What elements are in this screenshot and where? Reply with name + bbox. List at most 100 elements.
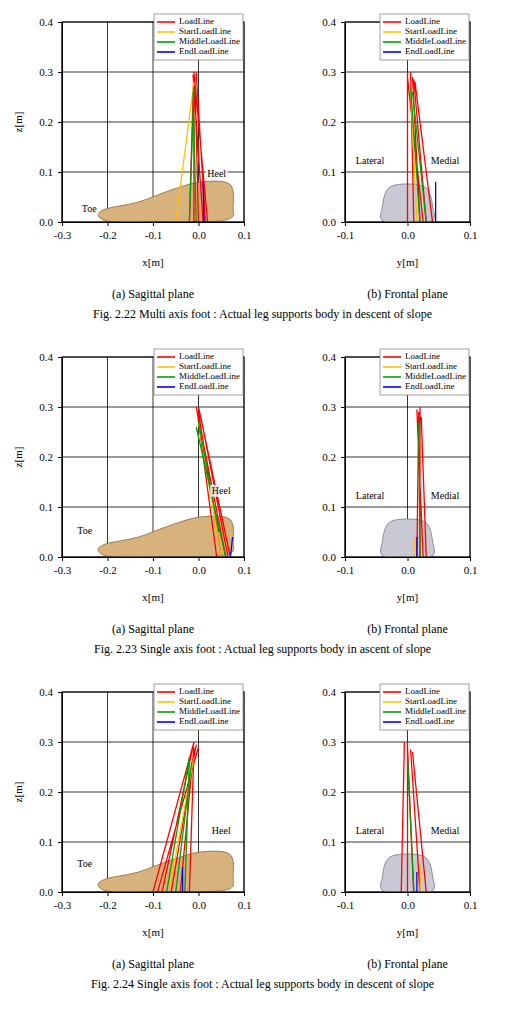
- y-tick-label: 0.0: [39, 886, 53, 898]
- y-tick-label: 0.1: [39, 501, 53, 513]
- x-tick-mark: [244, 222, 245, 226]
- y-axis-line: [58, 693, 63, 893]
- legend-swatch: [157, 356, 175, 358]
- y-tick-mark: [58, 742, 62, 743]
- y-tick-label: 0.0: [322, 216, 336, 228]
- x-tick-label: -0.1: [337, 899, 354, 911]
- legend: LoadLineStartLoadLineMiddleLoadLineEndLo…: [380, 349, 469, 395]
- y-tick: 0.0: [39, 216, 62, 228]
- legend-swatch: [383, 386, 401, 388]
- y-tick-label: 0.2: [322, 451, 336, 463]
- y-tick-mark: [58, 692, 62, 693]
- x-tick: -0.3: [54, 222, 72, 241]
- x-tick: 0.0: [192, 892, 206, 911]
- legend-label: MiddleLoadLine: [405, 706, 466, 716]
- annotation-patch: [429, 490, 461, 502]
- annotation-patch: [354, 155, 386, 167]
- x-axis-title: x[m]: [142, 256, 163, 268]
- annotation-patch: [206, 167, 228, 179]
- annotation: Lateral: [354, 155, 386, 167]
- legend: LoadLineStartLoadLineMiddleLoadLineEndLo…: [380, 14, 469, 60]
- load-line: [417, 407, 426, 557]
- y-tick: 0.3: [39, 736, 62, 748]
- y-tick-label: 0.3: [322, 401, 336, 413]
- y-tick-label: 0.3: [322, 66, 336, 78]
- y-tick: 0.3: [322, 66, 345, 78]
- x-tick-label: 0.0: [192, 899, 206, 911]
- load-line: [153, 742, 199, 892]
- y-axis-line: [58, 358, 63, 558]
- x-tick-label: -0.1: [337, 229, 354, 241]
- x-tick-mark: [108, 892, 109, 896]
- y-tick: 0.0: [39, 886, 62, 898]
- plot-background: [345, 692, 470, 892]
- legend-label: LoadLine: [179, 16, 214, 26]
- x-tick-label: 0.0: [192, 564, 206, 576]
- x-axis: -0.10.00.1: [337, 222, 478, 241]
- panel-caption: (b) Frontal plane: [367, 287, 448, 301]
- plot-frame: [345, 692, 470, 892]
- x-axis-line: [346, 893, 471, 897]
- annotation-text: Medial: [431, 155, 460, 166]
- x-axis-title: y[m]: [397, 591, 418, 603]
- y-tick: 0.1: [39, 166, 62, 178]
- y-tick-mark: [58, 407, 62, 408]
- y-tick-label: 0.1: [322, 836, 336, 848]
- x-tick-label: 0.1: [238, 229, 252, 241]
- grid-line: [62, 457, 244, 458]
- y-tick: 0.2: [322, 116, 345, 128]
- x-axis: -0.3-0.2-0.10.00.1: [54, 557, 252, 576]
- legend-swatch: [383, 51, 401, 53]
- y-axis: 0.00.10.20.30.4: [39, 16, 62, 228]
- legend-label: EndLoadLine: [405, 46, 454, 56]
- x-tick: 0.0: [192, 222, 206, 241]
- y-tick: 0.4: [39, 686, 62, 698]
- y-tick-label: 0.1: [39, 166, 53, 178]
- x-tick: 0.0: [401, 892, 415, 911]
- y-tick-mark: [341, 172, 345, 173]
- y-axis-title: z[m]: [12, 447, 24, 468]
- x-tick-mark: [470, 892, 471, 896]
- legend-label: LoadLine: [179, 351, 214, 361]
- grid-line: [62, 407, 244, 408]
- x-axis-line: [63, 223, 245, 227]
- annotation-patch: [76, 525, 94, 537]
- x-tick-label: 0.1: [238, 899, 252, 911]
- legend-box: [380, 349, 469, 395]
- legend-label: MiddleLoadLine: [179, 706, 240, 716]
- legend-swatch: [157, 376, 175, 378]
- plot-area: [98, 742, 234, 892]
- y-tick: 0.4: [39, 351, 62, 363]
- annotation-text: Heel: [212, 485, 231, 496]
- y-tick: 0.0: [322, 216, 345, 228]
- load-line: [230, 537, 232, 557]
- grid: [345, 692, 470, 892]
- grid-line: [62, 507, 244, 508]
- legend-box: [154, 14, 243, 60]
- legend-label: StartLoadLine: [405, 361, 457, 371]
- x-tick: -0.1: [337, 557, 354, 576]
- x-tick: -0.3: [54, 557, 72, 576]
- x-tick: -0.2: [99, 557, 116, 576]
- load-line: [408, 72, 433, 222]
- x-tick: -0.2: [99, 222, 116, 241]
- y-tick: 0.4: [39, 16, 62, 28]
- y-tick-label: 0.1: [39, 836, 53, 848]
- y-tick: 0.4: [322, 351, 345, 363]
- y-tick-label: 0.3: [39, 66, 53, 78]
- x-tick-mark: [470, 557, 471, 561]
- grid-line: [345, 507, 470, 508]
- y-axis-line: [341, 358, 346, 558]
- x-tick: 0.1: [238, 892, 252, 911]
- grid-line: [345, 407, 470, 408]
- y-tick-label: 0.2: [322, 116, 336, 128]
- legend-label: MiddleLoadLine: [179, 371, 240, 381]
- y-tick-mark: [341, 842, 345, 843]
- annotation-text: Heel: [212, 825, 231, 836]
- y-tick: 0.1: [322, 166, 345, 178]
- plot-area: [98, 72, 234, 222]
- legend-swatch: [383, 31, 401, 33]
- x-tick-label: 0.0: [401, 564, 415, 576]
- annotation: Toe: [76, 857, 94, 869]
- y-tick-mark: [341, 557, 345, 558]
